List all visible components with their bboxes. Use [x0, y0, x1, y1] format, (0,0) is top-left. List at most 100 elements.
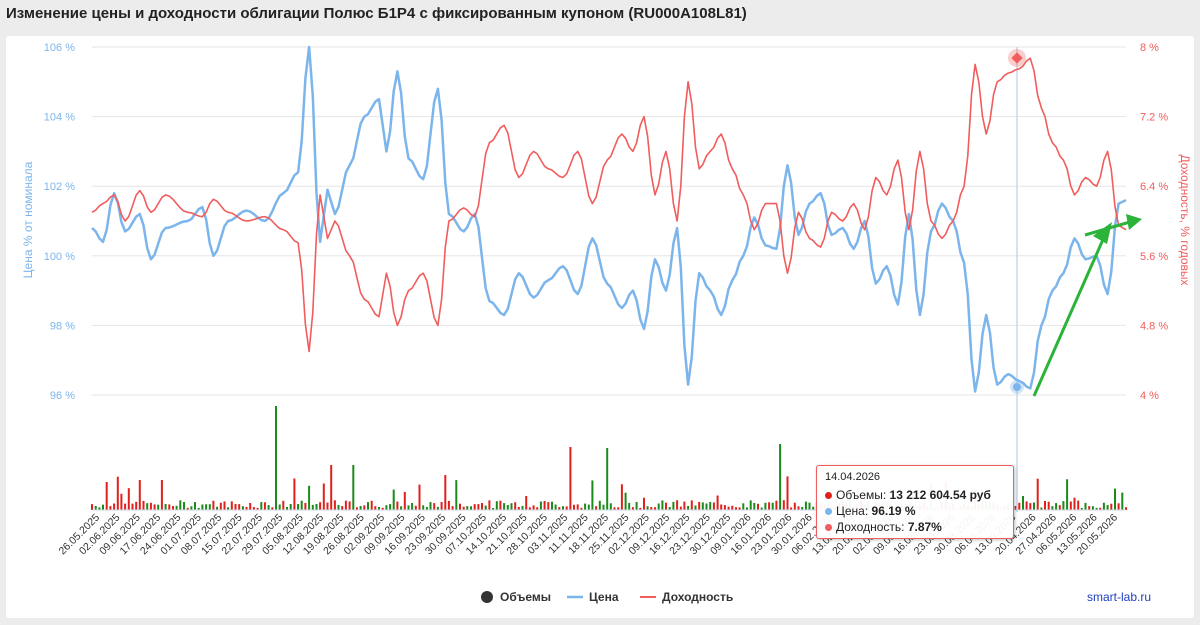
volume-bar	[308, 485, 311, 510]
volume-bar	[447, 500, 450, 510]
volume-bar	[521, 505, 524, 510]
volume-bar	[183, 502, 185, 510]
volume-bar	[532, 505, 535, 510]
volume-bar	[712, 502, 715, 510]
y-left-tick-label: 98 %	[50, 320, 75, 332]
volume-bar	[333, 500, 336, 510]
y-right-tick-label: 4.8 %	[1140, 320, 1168, 332]
volume-bar	[352, 465, 355, 510]
volume-bar	[690, 500, 693, 510]
volume-bar	[109, 506, 112, 510]
volume-bar	[672, 501, 675, 510]
volume-bar	[436, 506, 439, 510]
credit-link[interactable]: smart-lab.ru	[1087, 590, 1151, 604]
volume-bar	[790, 507, 793, 510]
volume-bar	[477, 504, 480, 510]
volume-bar	[473, 504, 476, 510]
volume-bar	[510, 503, 513, 510]
tooltip-volume: Объемы: 13 212 604.54 руб	[825, 488, 991, 502]
volume-bar	[746, 507, 748, 510]
volume-bar	[543, 500, 546, 510]
volume-bar	[451, 506, 454, 510]
volume-bar	[1095, 507, 1098, 510]
series-line-price	[91, 45, 1127, 393]
volume-bar	[238, 504, 241, 510]
y-left-tick-label: 102 %	[44, 181, 75, 193]
volume-bar	[341, 506, 344, 510]
volume-bar	[536, 507, 539, 510]
volume-bar	[370, 500, 373, 510]
volume-bar	[149, 502, 152, 510]
volume-bar	[411, 503, 414, 510]
volume-bar	[1121, 492, 1124, 510]
volume-bar	[694, 505, 697, 510]
volume-bar	[514, 502, 517, 510]
volume-bar	[403, 491, 406, 510]
volume-bar	[1084, 502, 1087, 510]
volume-bar	[1014, 506, 1017, 510]
volume-bar	[260, 502, 263, 510]
volume-bar	[679, 506, 682, 510]
volume-bar	[1055, 503, 1058, 510]
volume-bar	[385, 505, 388, 510]
volume-bar	[223, 501, 226, 510]
volume-bar	[116, 476, 119, 510]
volume-bar	[459, 503, 461, 510]
volume-bar	[1025, 501, 1028, 510]
volume-bar	[701, 502, 704, 510]
volume-bar	[495, 501, 498, 510]
y-left-tick-label: 100 %	[44, 251, 75, 263]
volume-bar	[113, 503, 116, 510]
volume-bar	[1066, 479, 1069, 510]
volume-bar	[775, 500, 778, 510]
volume-bar	[282, 500, 285, 510]
volume-bar	[676, 500, 679, 510]
volume-bar	[138, 480, 141, 510]
volume-bar	[297, 504, 300, 510]
volume-bar	[657, 503, 660, 510]
volume-bar	[492, 508, 495, 510]
y-right-tick-label: 8 %	[1140, 42, 1159, 54]
volume-bar	[186, 507, 189, 510]
annotation-arrow	[1032, 214, 1142, 397]
volume-bar	[1102, 502, 1105, 510]
volume-bar	[779, 444, 782, 510]
volume-bar	[643, 497, 645, 510]
volume-bar	[241, 506, 244, 510]
volume-bar	[661, 500, 664, 510]
volume-bar	[506, 505, 509, 510]
volume-bar	[444, 475, 447, 510]
volume-bar	[584, 503, 587, 510]
volume-bar	[319, 502, 322, 510]
volume-bar	[687, 506, 690, 510]
volume-bar	[525, 496, 528, 510]
volume-bar	[801, 507, 804, 510]
volume-bar	[286, 507, 288, 510]
volume-bar	[764, 502, 767, 510]
volume-bar	[1029, 503, 1032, 510]
volume-bar	[293, 478, 296, 510]
volume-bar	[389, 504, 392, 510]
volume-bar	[234, 504, 237, 510]
volume-bar	[631, 507, 634, 510]
volume-bar	[683, 501, 686, 510]
volume-bar	[1062, 501, 1065, 510]
y-right-axis-title: Доходность, % годовых	[1178, 155, 1192, 286]
volume-bar	[639, 507, 642, 510]
volume-bar	[105, 482, 108, 510]
legend[interactable]: Объемы Цена Доходность	[481, 590, 733, 604]
volume-bar	[503, 503, 506, 510]
volume-bar	[381, 507, 384, 510]
volume-bar	[160, 480, 163, 510]
volume-bar	[1080, 508, 1083, 510]
volume-bar	[172, 506, 174, 510]
volume-bar	[488, 500, 491, 510]
volume-bar	[609, 503, 612, 510]
volume-bar	[205, 504, 208, 510]
volume-bar	[735, 507, 737, 510]
price-dot-icon	[825, 508, 832, 515]
volume-bar	[573, 504, 575, 510]
y-right-tick-label: 4 %	[1140, 390, 1159, 402]
volume-bar	[300, 500, 303, 510]
